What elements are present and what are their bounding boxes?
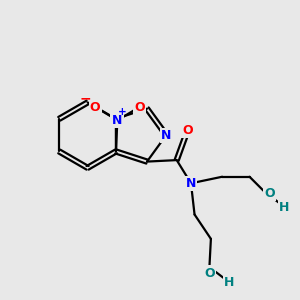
Text: O: O (182, 124, 193, 137)
Text: H: H (224, 276, 235, 289)
Text: N: N (112, 114, 123, 127)
Text: O: O (90, 101, 101, 114)
Text: N: N (111, 112, 121, 125)
Text: −: − (80, 91, 91, 105)
Text: O: O (134, 101, 145, 114)
Text: N: N (161, 129, 171, 142)
Text: N: N (186, 177, 196, 190)
Text: O: O (204, 266, 215, 280)
Text: O: O (264, 187, 275, 200)
Text: H: H (279, 201, 290, 214)
Text: +: + (118, 107, 127, 117)
